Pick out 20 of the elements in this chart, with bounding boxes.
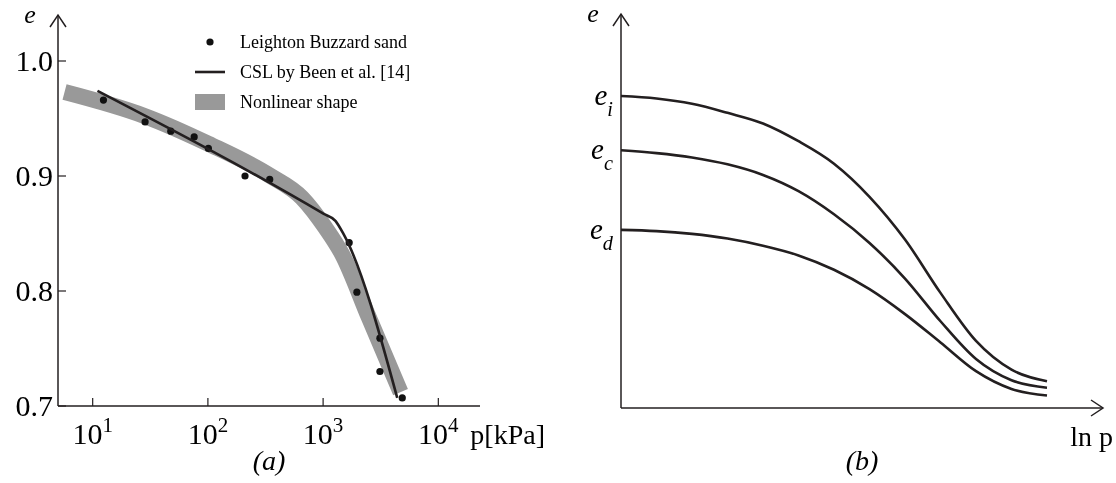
series-label: e$_{d}$ xyxy=(589,212,614,254)
series-label: e$_{c}$ xyxy=(591,133,613,175)
y-tick-label: 0.9 xyxy=(15,159,53,192)
x-tick-label: 10$^{1}$ xyxy=(72,413,113,450)
y-tick-label: 0.8 xyxy=(15,274,53,307)
text: (b) xyxy=(845,445,879,476)
legend-label: CSL by Been et al. [14] xyxy=(240,62,411,82)
x-tick-label: 10$^{4}$ xyxy=(418,413,460,450)
y-axis-title: e xyxy=(24,0,36,29)
y-tick-label: 1.0 xyxy=(15,44,53,77)
y-tick-label: 0.7 xyxy=(15,389,53,422)
x-tick-label: 10$^{3}$ xyxy=(302,413,344,450)
legend-label: Nonlinear shape xyxy=(240,92,358,112)
x-tick-label: 10$^{2}$ xyxy=(187,413,229,450)
series-label: e$_{i}$ xyxy=(594,79,614,120)
text: (a) xyxy=(252,445,286,476)
legend-label: Leighton Buzzard sand xyxy=(240,32,407,52)
x-axis-title: p[kPa] xyxy=(470,419,545,450)
x-axis-title: ln p xyxy=(1070,421,1113,452)
y-axis-title: e xyxy=(587,0,599,28)
